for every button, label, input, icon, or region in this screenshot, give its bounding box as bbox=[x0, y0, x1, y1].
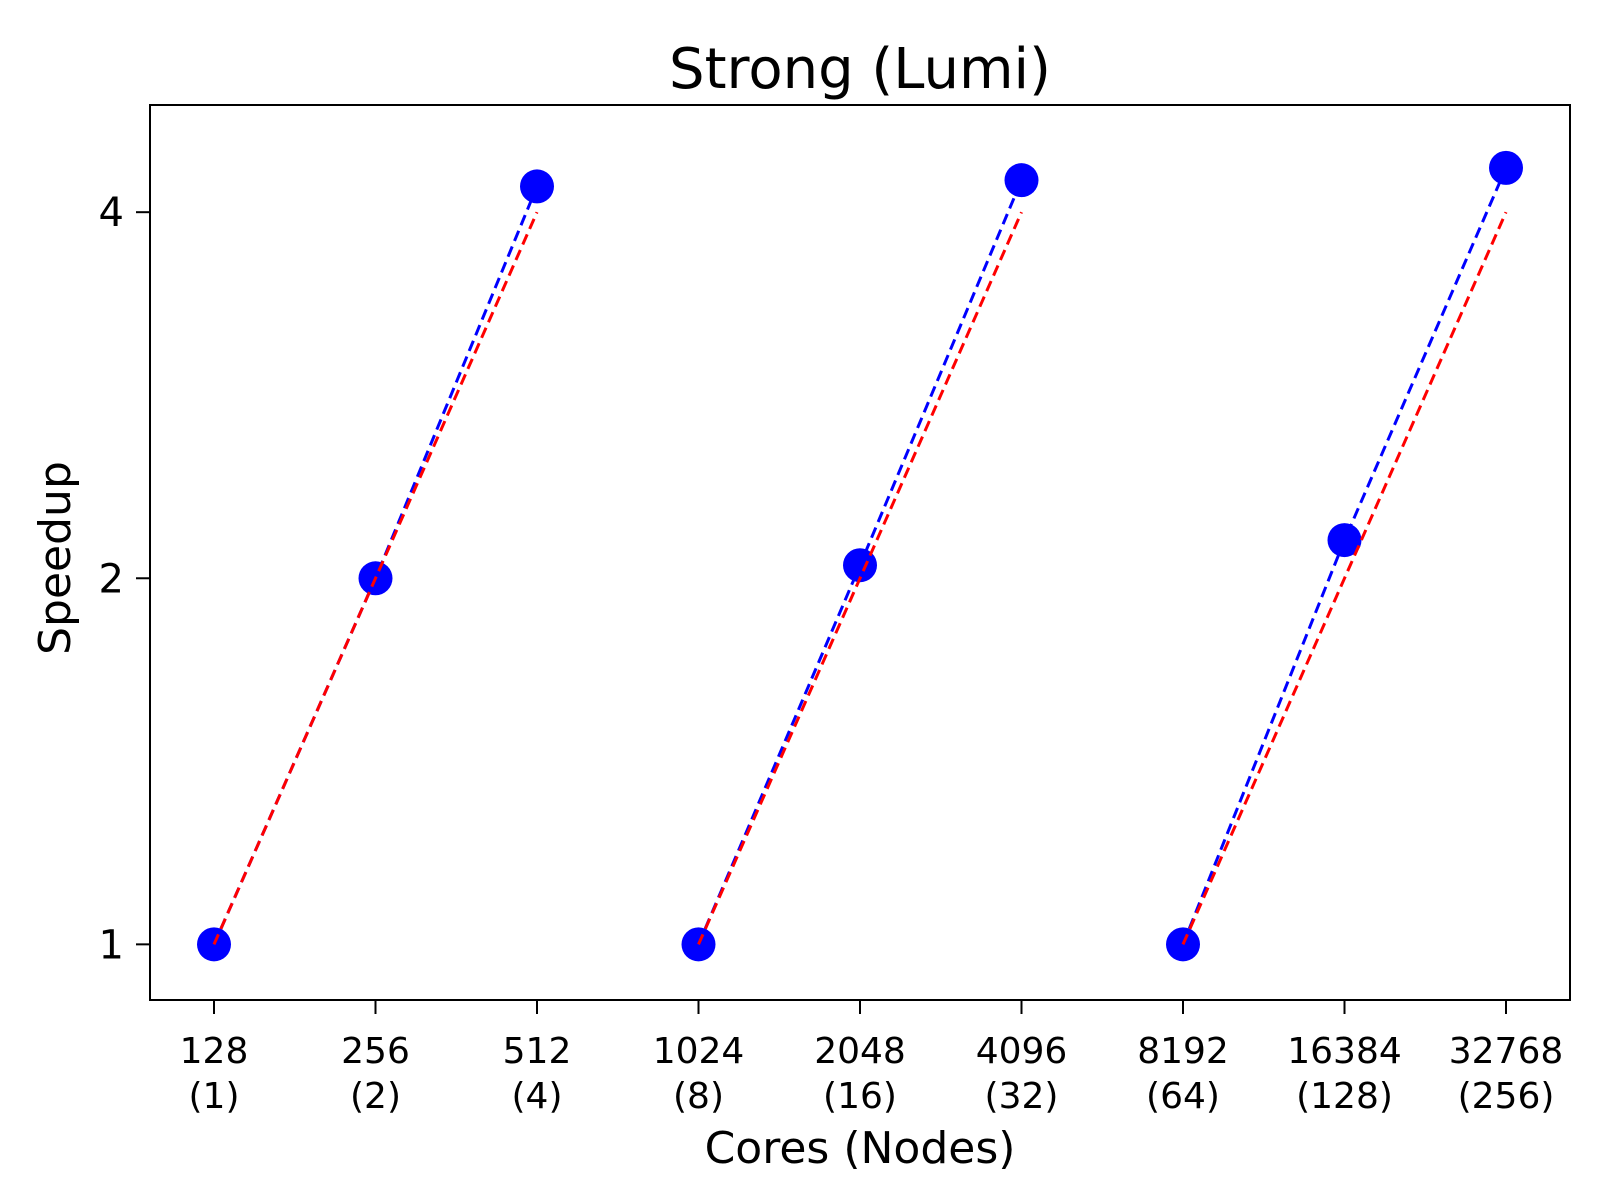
x-tick-label-cores: 2048 bbox=[814, 1031, 906, 1072]
measured-point bbox=[1489, 150, 1523, 185]
measured-point bbox=[843, 548, 877, 583]
chart-title: Strong (Lumi) bbox=[669, 37, 1051, 102]
x-tick-label-nodes: (32) bbox=[985, 1076, 1059, 1117]
x-tick-label-nodes: (16) bbox=[823, 1076, 897, 1117]
x-tick-label-nodes: (1) bbox=[189, 1076, 240, 1117]
y-tick-label: 2 bbox=[99, 556, 124, 602]
plot-area bbox=[197, 150, 1523, 962]
x-axis: 128(1) 256(2) 512(4) 1024(8) 2048(16) 4096(32… bbox=[180, 1000, 1564, 1117]
x-axis-label: Cores (Nodes) bbox=[705, 1123, 1016, 1174]
y-tick-label: 4 bbox=[99, 190, 124, 236]
x-tick-label-cores: 4096 bbox=[976, 1031, 1068, 1072]
x-tick-label-nodes: (256) bbox=[1458, 1076, 1555, 1117]
x-tick-label-cores: 512 bbox=[503, 1031, 572, 1072]
x-tick-label-cores: 8192 bbox=[1137, 1031, 1229, 1072]
x-tick-label-cores: 128 bbox=[180, 1031, 249, 1072]
y-axis: 1 2 4 bbox=[99, 190, 150, 968]
x-tick-label-nodes: (128) bbox=[1296, 1076, 1393, 1117]
measured-point bbox=[1004, 163, 1039, 198]
ideal-speedup-line bbox=[212, 211, 539, 946]
x-tick-label-nodes: (4) bbox=[512, 1076, 563, 1117]
x-tick-label-cores: 256 bbox=[341, 1031, 410, 1072]
ideal-speedup-line bbox=[1181, 211, 1508, 946]
x-tick-label-cores: 32768 bbox=[1449, 1031, 1564, 1072]
y-axis-label: Speedup bbox=[30, 461, 81, 655]
ideal-speedup-line bbox=[697, 211, 1023, 946]
y-tick-label: 1 bbox=[99, 922, 124, 968]
x-tick-label-nodes: (8) bbox=[673, 1076, 724, 1117]
measured-point bbox=[1327, 523, 1362, 558]
x-tick-label-cores: 16384 bbox=[1287, 1031, 1402, 1072]
x-tick-label-cores: 1024 bbox=[653, 1031, 745, 1072]
measured-point bbox=[520, 169, 554, 204]
x-tick-label-nodes: (2) bbox=[350, 1076, 401, 1117]
x-tick-label-nodes: (64) bbox=[1146, 1076, 1220, 1117]
